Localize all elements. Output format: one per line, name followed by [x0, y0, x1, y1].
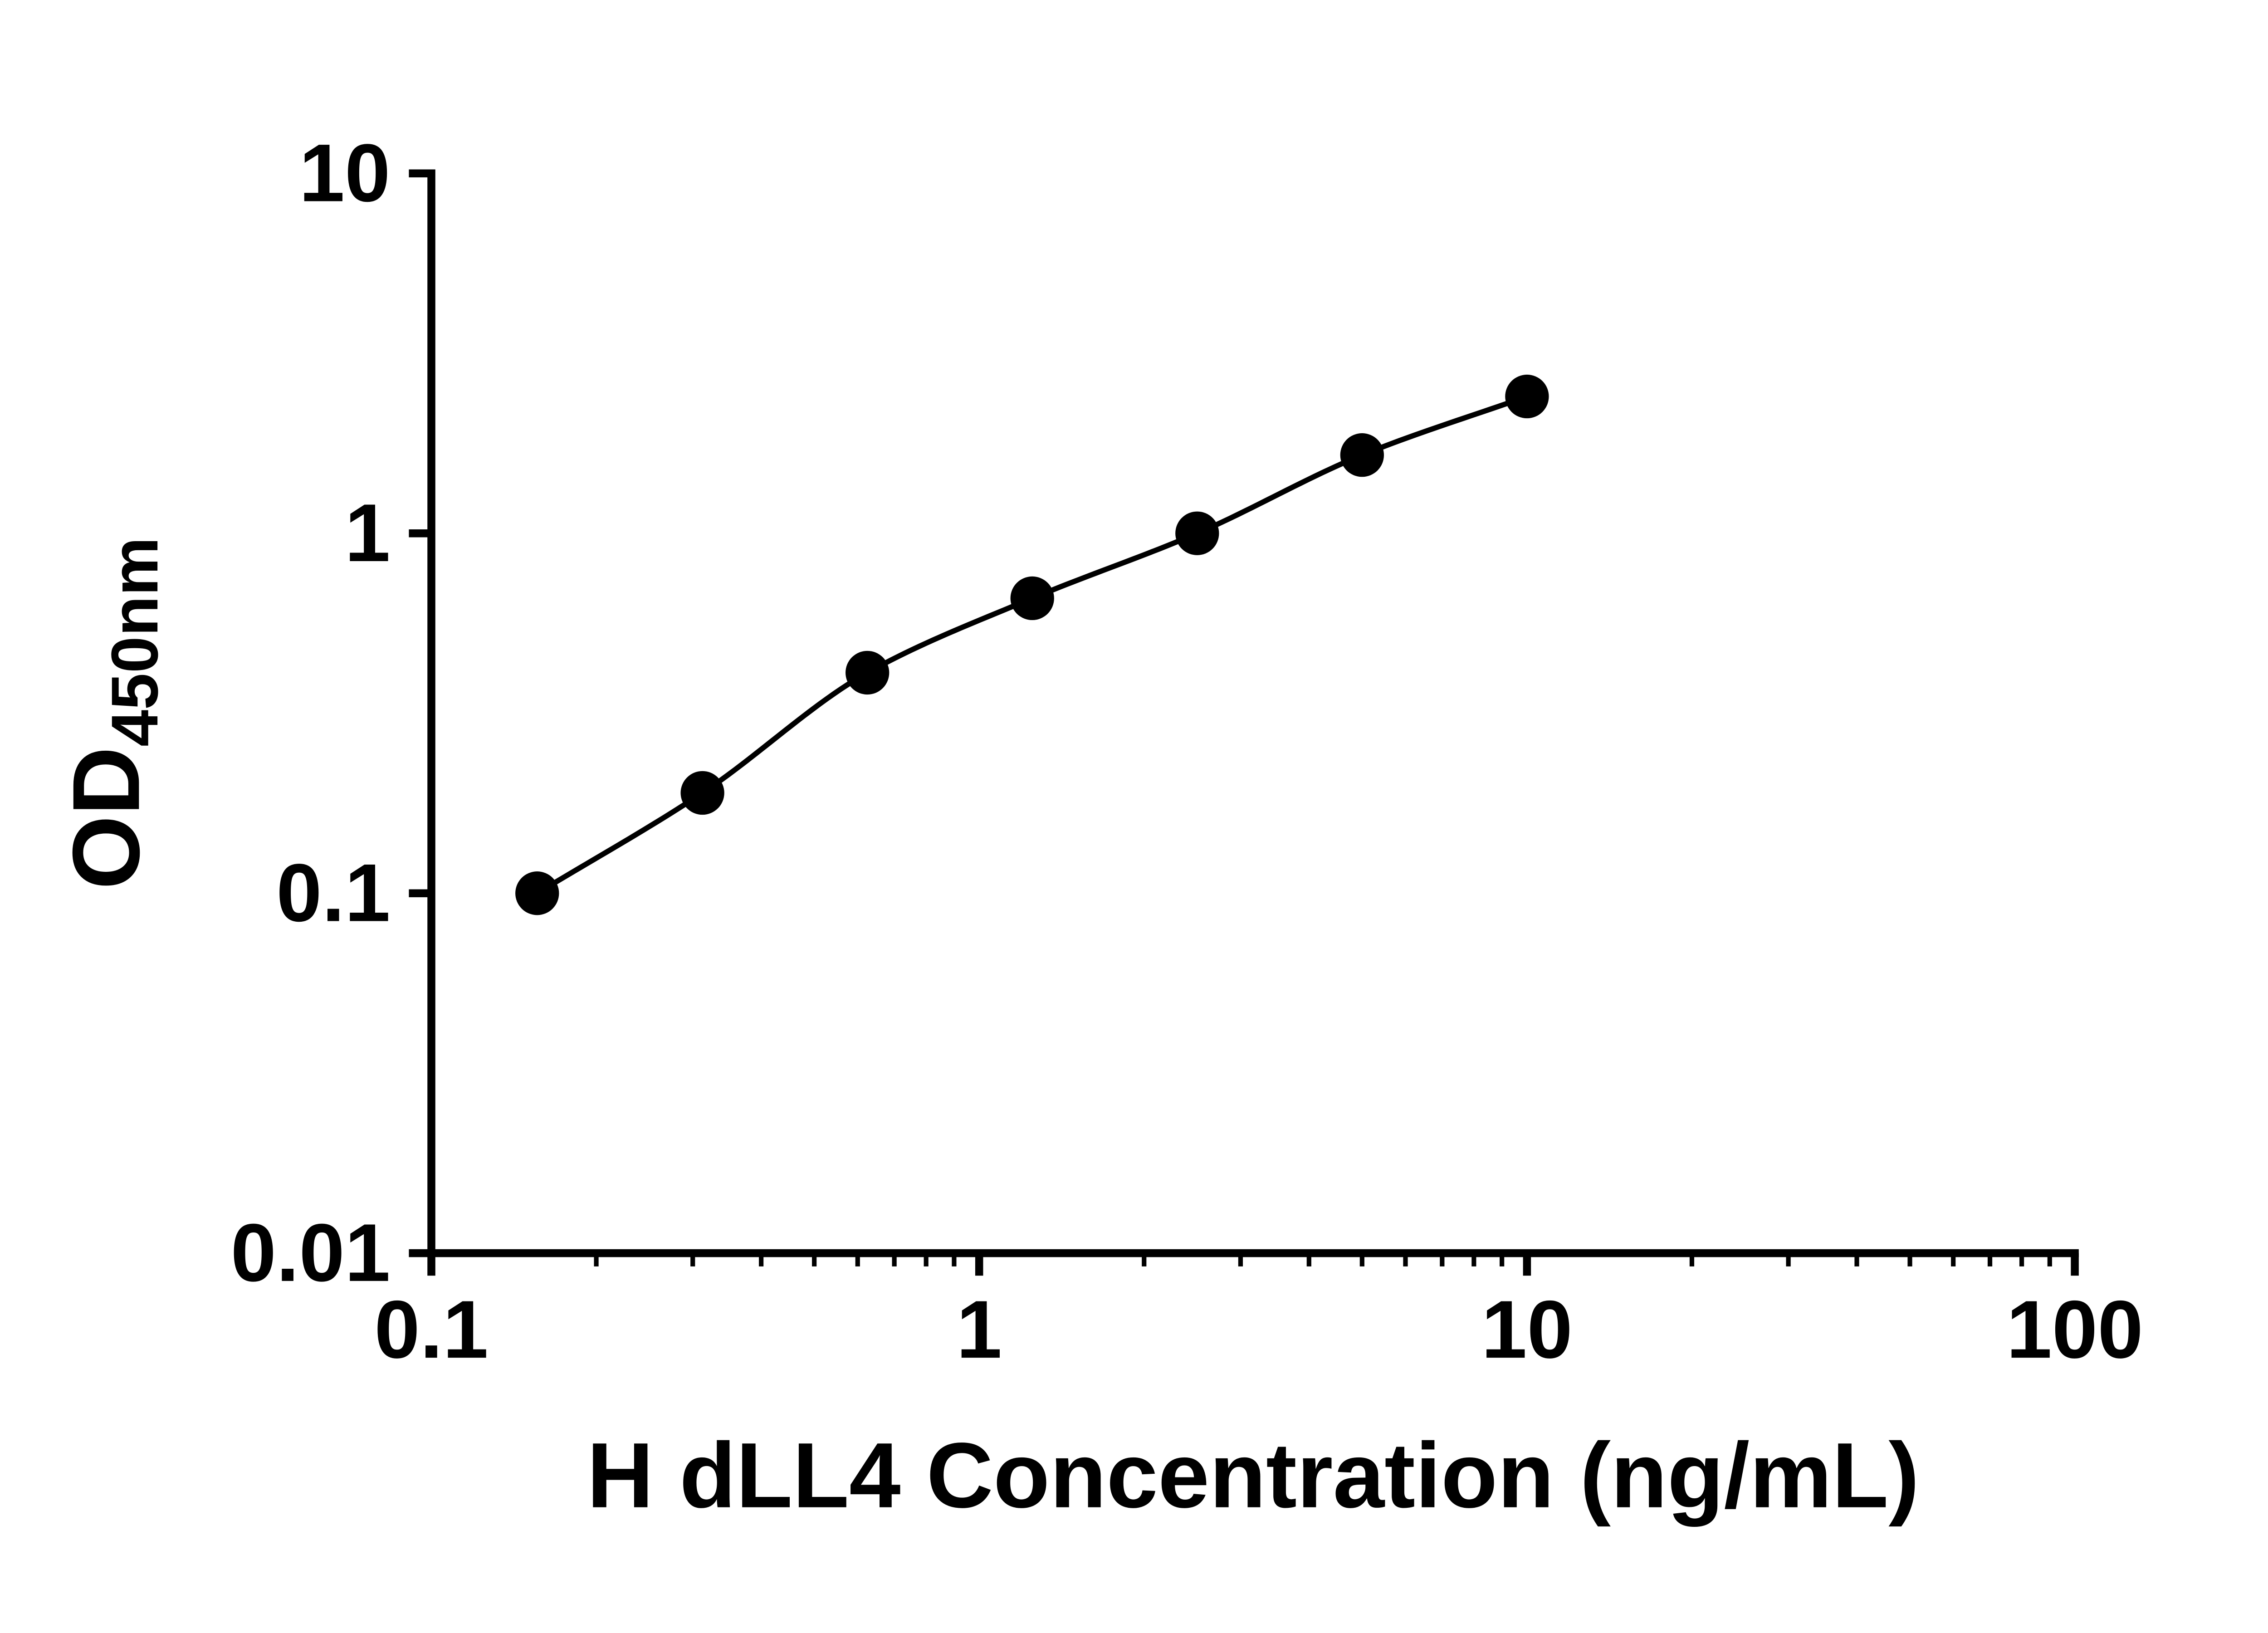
x-tick-label: 100: [2006, 1284, 2143, 1375]
x-tick-label: 1: [956, 1284, 1002, 1375]
y-tick-label: 1: [345, 487, 391, 579]
x-tick-label: 10: [1481, 1284, 1573, 1375]
data-point: [1505, 374, 1549, 419]
data-point: [515, 871, 559, 915]
fit-curve: [536, 394, 1528, 896]
data-point: [846, 650, 890, 695]
data-points: [515, 374, 1549, 915]
fit-curve-line: [536, 394, 1528, 896]
data-point: [1175, 511, 1219, 555]
y-tick-label: 10: [299, 127, 390, 219]
y-axis-title: OD450nm: [53, 537, 171, 890]
x-tick-label: 0.1: [374, 1284, 488, 1375]
y-axis-ticks: 0.01 0.1 1 10: [231, 127, 431, 1299]
data-point: [1010, 576, 1054, 621]
x-axis-title: H dLL4 Concentration (ng/mL): [587, 1424, 1920, 1527]
y-tick-label: 0.1: [276, 847, 390, 939]
y-axis-title-base: OD: [53, 747, 159, 890]
data-point: [1340, 433, 1384, 477]
y-axis-title-subscript: 450nm: [98, 537, 171, 747]
axes: [427, 169, 2079, 1257]
x-axis-ticks: 0.1 1 10 100: [374, 1253, 2143, 1375]
data-point: [680, 771, 724, 815]
y-tick-label: 0.01: [231, 1207, 391, 1299]
